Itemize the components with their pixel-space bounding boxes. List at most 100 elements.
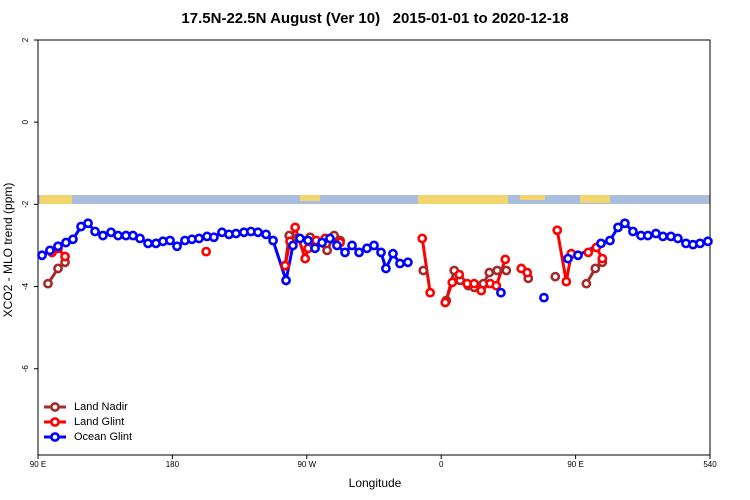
x-tick-label: 90 E: [567, 460, 583, 469]
point: [454, 269, 465, 280]
legend-marker: [50, 402, 60, 412]
point: [703, 236, 713, 247]
point: [253, 227, 263, 238]
point: [288, 240, 298, 251]
point: [491, 280, 502, 291]
point: [60, 251, 70, 262]
point: [417, 233, 428, 244]
legend-label: Land Nadir: [74, 401, 128, 413]
point: [317, 237, 327, 248]
point: [395, 258, 405, 269]
y-tick-label: 2: [21, 37, 30, 42]
point: [37, 250, 47, 261]
legend-marker: [50, 417, 60, 427]
point: [492, 265, 503, 276]
x-tick-label: 90 W: [297, 460, 316, 469]
point: [303, 235, 313, 246]
x-tick-label: 180: [166, 460, 180, 469]
point: [388, 248, 398, 259]
x-axis-label: Longitude: [349, 476, 402, 490]
point: [447, 277, 458, 288]
point: [469, 278, 480, 289]
point: [642, 230, 653, 241]
point: [552, 225, 563, 236]
legend-marker: [50, 432, 60, 442]
point: [425, 287, 436, 298]
x-tick-label: 90 E: [30, 460, 46, 469]
point: [53, 263, 63, 274]
point: [295, 233, 305, 244]
point: [90, 226, 100, 237]
point: [550, 271, 561, 282]
y-tick-label: 0: [21, 119, 30, 124]
point: [613, 222, 623, 233]
point: [376, 247, 386, 258]
point: [201, 246, 212, 257]
point: [261, 229, 271, 240]
y-tick-label: -6: [21, 365, 30, 373]
land-ocean-strip: [38, 195, 710, 204]
point: [658, 231, 668, 242]
plot-frame: [37, 39, 711, 456]
point: [561, 276, 572, 287]
y-tick-label: -2: [21, 200, 30, 208]
point: [135, 233, 145, 244]
point: [143, 238, 153, 249]
point: [440, 297, 451, 308]
legend-label: Land Glint: [74, 416, 124, 428]
point: [628, 226, 638, 237]
point: [672, 233, 683, 244]
point: [496, 287, 506, 298]
point: [369, 240, 379, 251]
point: [280, 260, 291, 271]
point: [53, 241, 63, 252]
point: [522, 267, 533, 278]
y-tick-label: -4: [21, 282, 30, 290]
point: [402, 257, 413, 268]
point: [597, 253, 608, 264]
point: [381, 263, 391, 274]
point: [619, 218, 630, 229]
point: [418, 265, 429, 276]
x-tick-label: 0: [439, 460, 444, 469]
point: [310, 243, 320, 254]
point: [43, 278, 53, 289]
point: [596, 238, 606, 249]
point: [281, 275, 291, 286]
series-line: [41, 221, 709, 287]
point: [583, 247, 594, 258]
point: [590, 263, 601, 274]
point: [325, 233, 335, 244]
point: [581, 278, 592, 289]
point: [539, 292, 549, 303]
point: [45, 245, 55, 256]
point: [347, 240, 357, 251]
point: [290, 222, 301, 233]
point: [98, 230, 108, 241]
point: [322, 245, 333, 256]
point: [68, 234, 78, 245]
chart-title: 17.5N-22.5N August (Ver 10) 2015-01-01 t…: [181, 10, 568, 27]
point: [113, 230, 123, 241]
legend-label: Ocean Glint: [74, 431, 132, 443]
point: [300, 253, 311, 264]
point: [354, 247, 364, 258]
point: [605, 235, 615, 246]
point: [573, 250, 583, 261]
point: [194, 233, 204, 244]
point: [695, 238, 705, 249]
point: [340, 247, 350, 258]
x-tick-label: 540: [703, 460, 717, 469]
point: [563, 253, 573, 264]
point: [209, 232, 219, 243]
point: [165, 235, 175, 246]
point: [231, 228, 241, 239]
point: [476, 285, 487, 296]
point: [83, 218, 93, 229]
point: [332, 240, 342, 251]
y-axis-label: XCO2 - MLO trend (ppm): [1, 183, 15, 318]
point: [172, 241, 182, 252]
point: [268, 235, 278, 246]
point: [500, 254, 511, 265]
